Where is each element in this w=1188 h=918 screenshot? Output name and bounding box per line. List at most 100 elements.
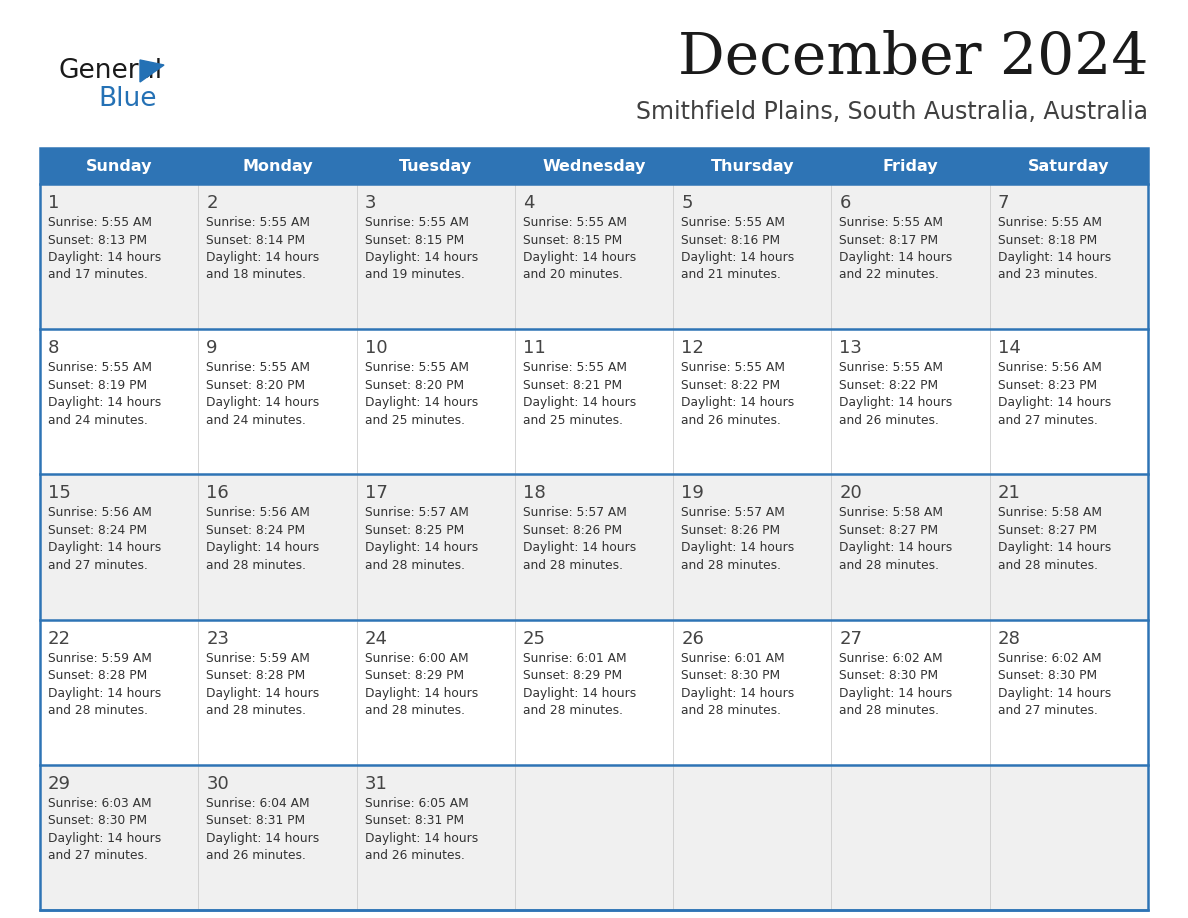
Text: Sunrise: 5:55 AM: Sunrise: 5:55 AM [365,216,468,229]
Text: Daylight: 14 hours: Daylight: 14 hours [48,542,162,554]
Text: Sunset: 8:16 PM: Sunset: 8:16 PM [681,233,781,247]
Text: and 27 minutes.: and 27 minutes. [48,849,147,862]
Text: Wednesday: Wednesday [542,159,646,174]
Text: Sunrise: 5:59 AM: Sunrise: 5:59 AM [207,652,310,665]
Text: Daylight: 14 hours: Daylight: 14 hours [48,687,162,700]
Text: and 28 minutes.: and 28 minutes. [207,559,307,572]
Text: Sunset: 8:24 PM: Sunset: 8:24 PM [48,524,147,537]
Text: and 28 minutes.: and 28 minutes. [681,704,782,717]
Text: Sunrise: 5:55 AM: Sunrise: 5:55 AM [48,361,152,375]
Text: Sunset: 8:31 PM: Sunset: 8:31 PM [365,814,463,827]
Text: Sunrise: 5:55 AM: Sunrise: 5:55 AM [207,361,310,375]
Text: and 26 minutes.: and 26 minutes. [840,414,940,427]
Text: and 28 minutes.: and 28 minutes. [840,704,940,717]
Text: Daylight: 14 hours: Daylight: 14 hours [365,397,478,409]
Text: Sunset: 8:24 PM: Sunset: 8:24 PM [207,524,305,537]
Text: and 27 minutes.: and 27 minutes. [998,704,1098,717]
Text: Sunset: 8:30 PM: Sunset: 8:30 PM [998,669,1097,682]
Text: 22: 22 [48,630,71,647]
Text: Sunday: Sunday [86,159,152,174]
Text: 31: 31 [365,775,387,793]
Text: 30: 30 [207,775,229,793]
Text: and 27 minutes.: and 27 minutes. [998,414,1098,427]
Text: Daylight: 14 hours: Daylight: 14 hours [523,687,636,700]
Text: Sunset: 8:19 PM: Sunset: 8:19 PM [48,379,147,392]
Text: Blue: Blue [97,86,157,112]
Text: 2: 2 [207,194,217,212]
Text: Daylight: 14 hours: Daylight: 14 hours [207,397,320,409]
Text: Daylight: 14 hours: Daylight: 14 hours [681,542,795,554]
Text: Sunrise: 6:03 AM: Sunrise: 6:03 AM [48,797,152,810]
Text: and 28 minutes.: and 28 minutes. [681,559,782,572]
Text: Sunrise: 5:55 AM: Sunrise: 5:55 AM [998,216,1101,229]
Text: Sunrise: 5:58 AM: Sunrise: 5:58 AM [998,507,1101,520]
Text: Daylight: 14 hours: Daylight: 14 hours [681,397,795,409]
Text: Sunset: 8:23 PM: Sunset: 8:23 PM [998,379,1097,392]
Bar [40,148,198,184]
Text: Sunrise: 5:55 AM: Sunrise: 5:55 AM [365,361,468,375]
Text: Sunrise: 5:55 AM: Sunrise: 5:55 AM [681,216,785,229]
Text: Sunrise: 5:55 AM: Sunrise: 5:55 AM [48,216,152,229]
Bar [674,148,832,184]
Text: Sunset: 8:26 PM: Sunset: 8:26 PM [523,524,623,537]
Text: and 23 minutes.: and 23 minutes. [998,268,1098,282]
Text: Sunset: 8:22 PM: Sunset: 8:22 PM [681,379,781,392]
Text: and 28 minutes.: and 28 minutes. [365,704,465,717]
Text: and 20 minutes.: and 20 minutes. [523,268,623,282]
Text: 6: 6 [840,194,851,212]
Text: 13: 13 [840,339,862,357]
Polygon shape [140,60,164,82]
Text: Daylight: 14 hours: Daylight: 14 hours [365,832,478,845]
Text: General: General [58,58,162,84]
Text: Friday: Friday [883,159,939,174]
Text: 20: 20 [840,485,862,502]
Bar [40,765,1148,910]
Text: Sunset: 8:30 PM: Sunset: 8:30 PM [48,814,147,827]
Text: Sunrise: 5:57 AM: Sunrise: 5:57 AM [365,507,468,520]
Text: and 17 minutes.: and 17 minutes. [48,268,147,282]
Text: and 18 minutes.: and 18 minutes. [207,268,307,282]
Text: and 26 minutes.: and 26 minutes. [681,414,781,427]
Text: 27: 27 [840,630,862,647]
Text: 26: 26 [681,630,704,647]
Text: and 28 minutes.: and 28 minutes. [365,559,465,572]
Text: Daylight: 14 hours: Daylight: 14 hours [523,542,636,554]
Text: December 2024: December 2024 [677,30,1148,86]
Text: and 28 minutes.: and 28 minutes. [207,704,307,717]
Text: and 27 minutes.: and 27 minutes. [48,559,147,572]
Text: Sunrise: 5:55 AM: Sunrise: 5:55 AM [681,361,785,375]
Text: 19: 19 [681,485,704,502]
Text: Sunset: 8:15 PM: Sunset: 8:15 PM [523,233,623,247]
Text: and 19 minutes.: and 19 minutes. [365,268,465,282]
Text: Sunrise: 5:55 AM: Sunrise: 5:55 AM [840,216,943,229]
Text: and 28 minutes.: and 28 minutes. [998,559,1098,572]
Text: Sunset: 8:28 PM: Sunset: 8:28 PM [48,669,147,682]
Text: Daylight: 14 hours: Daylight: 14 hours [840,687,953,700]
Text: and 25 minutes.: and 25 minutes. [523,414,623,427]
Text: Sunrise: 5:55 AM: Sunrise: 5:55 AM [523,216,627,229]
Bar [40,184,1148,330]
Text: Sunset: 8:26 PM: Sunset: 8:26 PM [681,524,781,537]
Text: 7: 7 [998,194,1010,212]
Text: 23: 23 [207,630,229,647]
Text: and 24 minutes.: and 24 minutes. [48,414,147,427]
Text: Sunset: 8:17 PM: Sunset: 8:17 PM [840,233,939,247]
Text: Sunset: 8:29 PM: Sunset: 8:29 PM [365,669,463,682]
Bar [40,148,1148,910]
Text: Sunrise: 6:00 AM: Sunrise: 6:00 AM [365,652,468,665]
Text: Sunset: 8:31 PM: Sunset: 8:31 PM [207,814,305,827]
Text: and 26 minutes.: and 26 minutes. [207,849,307,862]
Text: and 26 minutes.: and 26 minutes. [365,849,465,862]
Bar [198,148,356,184]
Text: Sunrise: 5:57 AM: Sunrise: 5:57 AM [523,507,627,520]
Text: Daylight: 14 hours: Daylight: 14 hours [365,542,478,554]
Text: 15: 15 [48,485,71,502]
Text: 9: 9 [207,339,217,357]
Text: Sunrise: 6:02 AM: Sunrise: 6:02 AM [998,652,1101,665]
Text: Tuesday: Tuesday [399,159,473,174]
Text: Daylight: 14 hours: Daylight: 14 hours [523,251,636,264]
Bar [40,330,1148,475]
Text: Daylight: 14 hours: Daylight: 14 hours [207,251,320,264]
Text: Sunset: 8:29 PM: Sunset: 8:29 PM [523,669,623,682]
Text: Sunset: 8:13 PM: Sunset: 8:13 PM [48,233,147,247]
